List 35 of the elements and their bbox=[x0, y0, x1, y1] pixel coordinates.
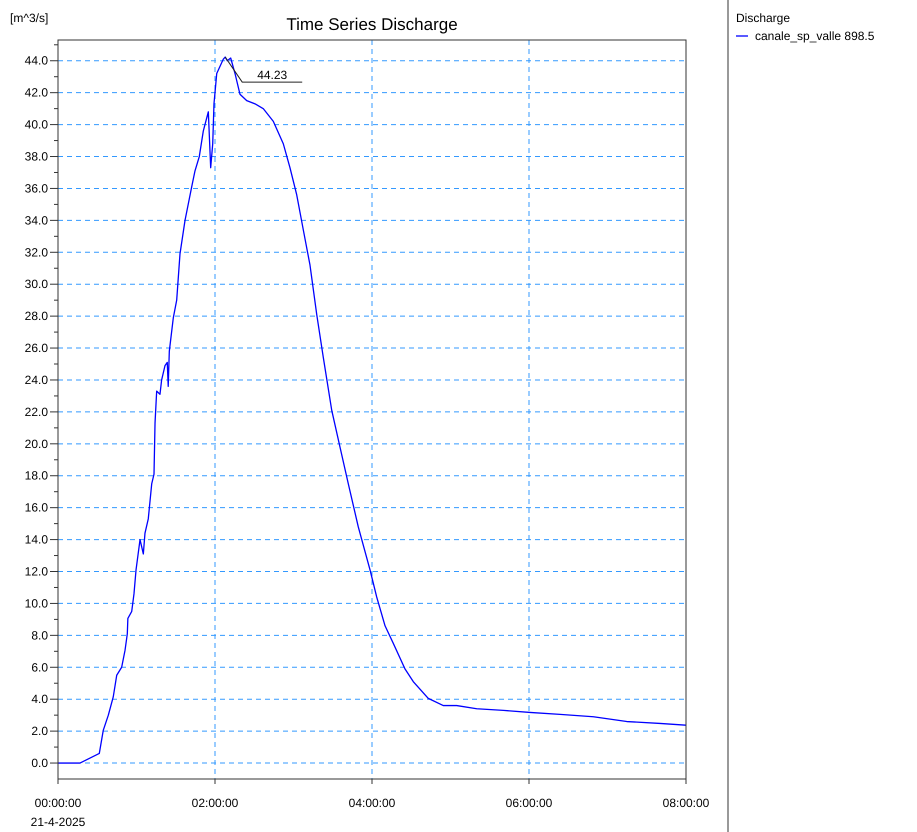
y-tick-label: 14.0 bbox=[24, 532, 48, 547]
y-tick-label: 6.0 bbox=[31, 660, 48, 674]
y-tick-label: 0.0 bbox=[31, 756, 48, 770]
y-tick-label: 16.0 bbox=[24, 500, 48, 515]
y-tick-label: 32.0 bbox=[24, 245, 48, 260]
y-tick-label: 42.0 bbox=[24, 86, 48, 100]
y-tick-label: 40.0 bbox=[24, 118, 48, 132]
y-tick-label: 18.0 bbox=[24, 468, 48, 483]
y-axis-title: [m^3/s] bbox=[10, 11, 48, 25]
y-tick-label: 8.0 bbox=[31, 628, 48, 642]
y-tick-label: 10.0 bbox=[24, 596, 48, 610]
y-tick-label: 22.0 bbox=[24, 404, 48, 419]
y-tick-label: 26.0 bbox=[24, 341, 48, 356]
x-tick-label: 04:00:00 bbox=[348, 796, 396, 810]
y-tick-label: 36.0 bbox=[24, 181, 48, 196]
y-tick-label: 34.0 bbox=[24, 213, 48, 228]
x-axis-title: 21-4-2025 bbox=[30, 815, 86, 829]
legend-label: canale_sp_valle 898.5 bbox=[755, 29, 875, 43]
x-tick-label: 08:00:00 bbox=[662, 796, 710, 810]
y-tick-label: 30.0 bbox=[24, 277, 48, 292]
y-tick-label: 2.0 bbox=[31, 724, 48, 738]
x-tick-label: 00:00:00 bbox=[34, 796, 82, 810]
annotation: 44.23 bbox=[257, 68, 288, 82]
y-tick-label: 24.0 bbox=[24, 372, 48, 387]
legend-title: Discharge bbox=[736, 11, 790, 25]
chart-title: Time Series Discharge bbox=[286, 15, 458, 34]
y-tick-label: 20.0 bbox=[24, 436, 48, 451]
y-tick-label: 4.0 bbox=[31, 692, 48, 706]
y-tick-label: 38.0 bbox=[24, 150, 48, 164]
y-tick-label: 28.0 bbox=[24, 309, 48, 324]
y-tick-label: 44.0 bbox=[24, 54, 48, 68]
y-tick-label: 12.0 bbox=[24, 564, 48, 579]
x-tick-label: 06:00:00 bbox=[506, 796, 553, 810]
line-series bbox=[58, 56, 686, 764]
x-tick-label: 02:00:00 bbox=[192, 796, 239, 810]
